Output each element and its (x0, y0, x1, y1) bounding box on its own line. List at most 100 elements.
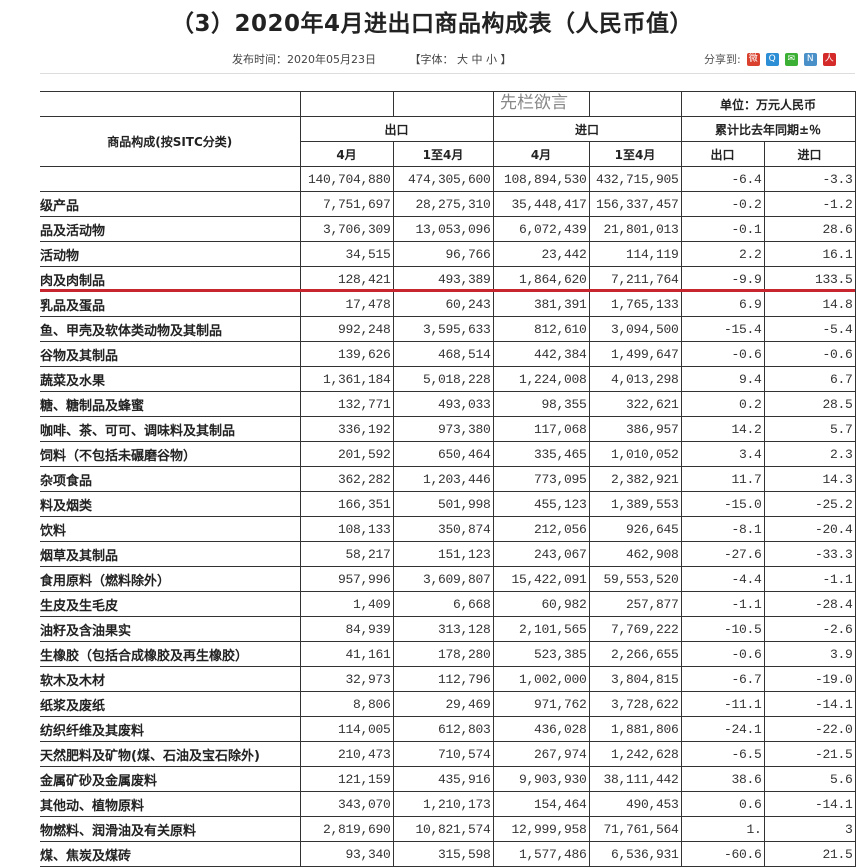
row-category: 食用原料（燃料除外） (40, 566, 301, 592)
row-category: 纸浆及废纸 (40, 691, 301, 717)
row-value: 132,771 (299, 391, 394, 417)
row-value: 474,305,600 (392, 166, 494, 192)
renren-icon[interactable]: 人 (822, 52, 836, 66)
table-row: 乳品及蛋品 17,478 60,243 381,391 1,765,133 6.9 14.8 (40, 291, 856, 317)
subheader: 出口 (680, 141, 765, 167)
row-value: 3.9 (763, 641, 856, 667)
table-row: 咖啡、茶、可可、调味料及其制品 336,192 973,380 117,068 386,… (40, 416, 856, 442)
row-category: 糖、糖制品及蜂蜜 (40, 391, 301, 417)
row-value: 9.4 (680, 366, 765, 392)
row-value: 3,804,815 (588, 666, 682, 692)
row-value: 60,243 (392, 291, 494, 317)
row-value: 28.5 (763, 391, 856, 417)
meta-bar: 发布时间：2020年05月23日 【字体： 大 中 小 】 (232, 51, 542, 67)
row-value: 3,706,309 (299, 216, 394, 242)
row-category: 料及烟类 (40, 491, 301, 517)
row-category: 生橡胶（包括合成橡胶及再生橡胶） (40, 641, 301, 667)
table-row: 物燃料、润滑油及有关原料 2,819,690 10,821,574 12,999,95… (40, 816, 856, 842)
row-value: 140,704,880 (299, 166, 394, 192)
row-value: 1,389,553 (588, 491, 682, 517)
row-category: 油籽及含油果实 (40, 616, 301, 642)
header-import: 进口 (492, 116, 682, 142)
row-value: 96,766 (392, 241, 494, 267)
row-value: 8,806 (299, 691, 394, 717)
row-value: 38,111,442 (588, 766, 682, 792)
row-value: -2.6 (763, 616, 856, 642)
table-row: 生橡胶（包括合成橡胶及再生橡胶） 41,161 178,280 523,385 2,26… (40, 641, 856, 667)
table-row: 杂项食品 362,282 1,203,446 773,095 2,382,921 11.7… (40, 466, 856, 492)
row-value: 128,421 (299, 266, 394, 292)
row-value: 6.9 (680, 291, 765, 317)
row-value: 98,355 (492, 391, 590, 417)
share-label: 分享到: (704, 53, 741, 66)
row-value: 501,998 (392, 491, 494, 517)
row-category: 咖啡、茶、可可、调味料及其制品 (40, 416, 301, 442)
tencent-weibo-icon[interactable]: N (803, 52, 817, 66)
row-value: -4.4 (680, 566, 765, 592)
row-value: 2,819,690 (299, 816, 394, 842)
table-row: 纸浆及废纸 8,806 29,469 971,762 3,728,622 -11.1 -14… (40, 691, 856, 717)
row-value: -0.2 (680, 191, 765, 217)
row-value: 1,765,133 (588, 291, 682, 317)
row-value: -25.2 (763, 491, 856, 517)
wechat-icon[interactable]: ✉ (784, 52, 798, 66)
row-value: -11.1 (680, 691, 765, 717)
row-value: 3 (763, 816, 856, 842)
share-bar: 分享到: 微 Q ✉ N 人 (704, 51, 836, 67)
row-value: 114,119 (588, 241, 682, 267)
row-value: 2,266,655 (588, 641, 682, 667)
row-value: 139,626 (299, 341, 394, 367)
subheader: 1至4月 (588, 141, 682, 167)
font-size-switch[interactable]: 【字体： 大 中 小 】 (409, 53, 512, 66)
row-category: 饮料 (40, 516, 301, 542)
row-category: 饲料（不包括未碾磨谷物） (40, 441, 301, 467)
row-value: 117,068 (492, 416, 590, 442)
row-value: 3,609,807 (392, 566, 494, 592)
subheader: 1至4月 (392, 141, 494, 167)
row-value: 381,391 (492, 291, 590, 317)
qzone-icon[interactable]: Q (765, 52, 779, 66)
row-value: 462,908 (588, 541, 682, 567)
row-value: 973,380 (392, 416, 494, 442)
row-value: -0.6 (763, 341, 856, 367)
row-value: 32,973 (299, 666, 394, 692)
row-value: 13,053,096 (392, 216, 494, 242)
row-value: 156,337,457 (588, 191, 682, 217)
row-value: 9,903,930 (492, 766, 590, 792)
row-value: 812,610 (492, 316, 590, 342)
row-value: 1,210,173 (392, 791, 494, 817)
watermark: 先栏欲言 (500, 93, 568, 113)
table-row: 鱼、甲壳及软体类动物及其制品 992,248 3,595,633 812,610 3,0… (40, 316, 856, 342)
row-category: 鱼、甲壳及软体类动物及其制品 (40, 316, 301, 342)
row-category: 天然肥料及矿物(煤、石油及宝石除外) (40, 741, 301, 767)
trade-table: 单位：万元人民币 商品构成(按SITC分类) 出口 进口 累计比去年同期±％ 4… (40, 91, 856, 867)
row-value: -14.1 (763, 791, 856, 817)
row-value: 16.1 (763, 241, 856, 267)
row-value: 971,762 (492, 691, 590, 717)
row-value: -15.0 (680, 491, 765, 517)
row-value: 468,514 (392, 341, 494, 367)
table-row: 其他动、植物原料 343,070 1,210,173 154,464 490,453 0.… (40, 791, 856, 817)
column-header-category: 商品构成(按SITC分类) (40, 116, 301, 167)
row-category: 生皮及生毛皮 (40, 591, 301, 617)
row-category: 金属矿砂及金属废料 (40, 766, 301, 792)
row-value: 313,128 (392, 616, 494, 642)
table-row: 料及烟类 166,351 501,998 455,123 1,389,553 -15.0-… (40, 491, 856, 517)
weibo-icon[interactable]: 微 (746, 52, 760, 66)
row-value: 490,453 (588, 791, 682, 817)
table-row: 金属矿砂及金属废料 121,159 435,916 9,903,930 38,111,4… (40, 766, 856, 792)
row-value: -0.1 (680, 216, 765, 242)
table-row: 食用原料（燃料除外） 957,996 3,609,807 15,422,091 59,5… (40, 566, 856, 592)
table-row: 煤、焦炭及煤砖 93,340 315,598 1,577,486 6,536,931 -6… (40, 841, 856, 867)
row-value: 3,728,622 (588, 691, 682, 717)
row-value: 3,595,633 (392, 316, 494, 342)
row-value: 15,422,091 (492, 566, 590, 592)
row-value: 2.3 (763, 441, 856, 467)
row-value: -24.1 (680, 716, 765, 742)
row-value: -10.5 (680, 616, 765, 642)
row-value: 1,361,184 (299, 366, 394, 392)
row-value: 6.7 (763, 366, 856, 392)
table-row: 级产品 7,751,697 28,275,310 35,448,417 156,337,… (40, 191, 856, 217)
row-value: 7,769,222 (588, 616, 682, 642)
row-value: 201,592 (299, 441, 394, 467)
